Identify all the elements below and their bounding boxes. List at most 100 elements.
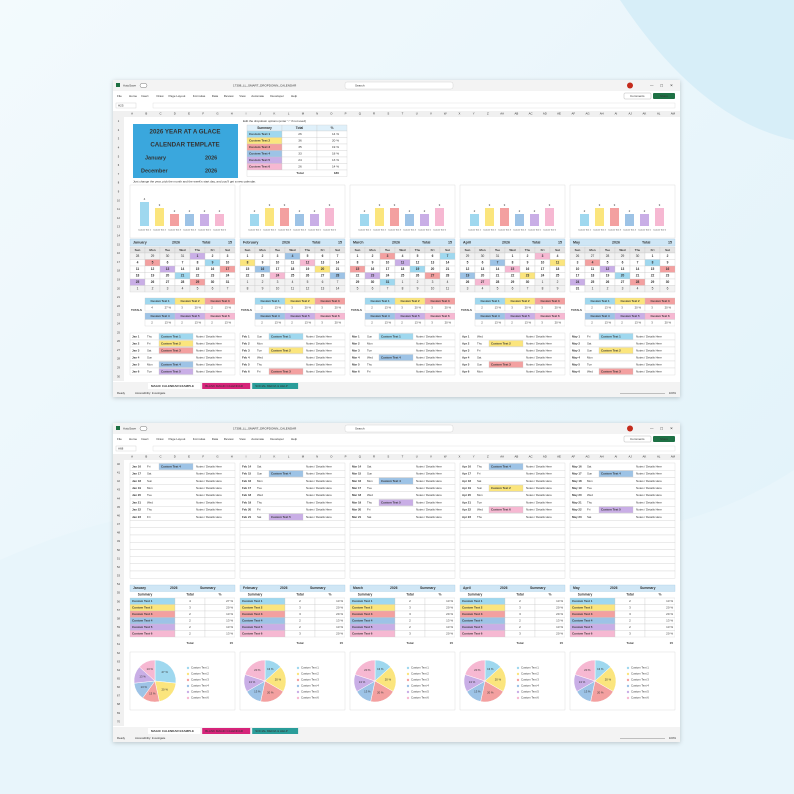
entry-tag[interactable]: Custom Text 2 — [601, 348, 621, 352]
calendar-day[interactable]: 1 — [542, 280, 544, 284]
column-header[interactable]: G — [216, 455, 218, 459]
entry-tag[interactable]: Custom Text 1 — [271, 334, 291, 338]
calendar-day[interactable]: 5 — [497, 287, 499, 291]
row-header[interactable]: 43 — [117, 488, 120, 492]
row-header[interactable]: 27 — [117, 348, 120, 352]
column-header[interactable]: X — [458, 455, 460, 459]
calendar-day[interactable]: 20 — [166, 274, 170, 278]
calendar-day[interactable]: 2 — [607, 287, 609, 291]
zoom-level[interactable]: 100% — [669, 736, 677, 740]
calendar-day[interactable]: 28 — [636, 280, 640, 284]
menu-item[interactable]: View — [239, 437, 246, 441]
row-header[interactable]: 51 — [117, 556, 120, 560]
calendar-day[interactable]: 7 — [497, 261, 499, 265]
menu-item[interactable]: Formulas — [193, 437, 206, 441]
entry-tag[interactable]: Custom Text 3 — [601, 369, 621, 373]
calendar-day[interactable]: 29 — [196, 280, 200, 284]
row-header[interactable]: 23 — [117, 313, 120, 317]
calendar-day[interactable]: 1 — [247, 254, 249, 258]
row-header[interactable]: 15 — [117, 242, 120, 246]
calendar-day[interactable]: 7 — [337, 280, 339, 284]
column-header[interactable]: AK — [643, 112, 647, 116]
window-control[interactable]: — — [650, 426, 654, 430]
calendar-day[interactable]: 16 — [666, 267, 670, 271]
column-header[interactable]: K — [273, 455, 275, 459]
row-header[interactable]: 5 — [118, 154, 120, 158]
calendar-day[interactable]: 25 — [136, 280, 140, 284]
calendar-day[interactable]: 8 — [652, 261, 654, 265]
calendar-day[interactable]: 4 — [447, 280, 449, 284]
column-header[interactable]: AJ — [629, 455, 633, 459]
column-header[interactable]: AB — [514, 112, 518, 116]
calendar-day[interactable]: 5 — [607, 261, 609, 265]
calendar-day[interactable]: 24 — [276, 274, 280, 278]
calendar-day[interactable]: 22 — [246, 274, 250, 278]
calendar-day[interactable]: 29 — [511, 280, 515, 284]
accessibility-status[interactable]: Accessibility: Investigate — [135, 736, 166, 740]
entry-tag[interactable]: Custom Text 2 — [491, 486, 511, 490]
column-header[interactable]: AM — [671, 112, 676, 116]
row-header[interactable]: 60 — [117, 634, 120, 638]
column-header[interactable]: U — [416, 112, 418, 116]
calendar-day[interactable]: 19 — [151, 274, 155, 278]
row-header[interactable]: 65 — [117, 676, 120, 680]
calendar-day[interactable]: 10 — [226, 261, 230, 265]
comments-label[interactable]: Comments — [630, 437, 645, 441]
calendar-day[interactable]: 11 — [591, 267, 595, 271]
calendar-day[interactable]: 3 — [227, 254, 229, 258]
column-header[interactable]: M — [302, 112, 305, 116]
menu-item[interactable]: File — [117, 94, 122, 98]
calendar-day[interactable]: 6 — [322, 254, 324, 258]
calendar-day[interactable]: 15 — [246, 267, 250, 271]
entry-tag[interactable]: Custom Text 2 — [491, 341, 511, 345]
calendar-day[interactable]: 23 — [261, 274, 265, 278]
calendar-day[interactable]: 1 — [402, 280, 404, 284]
menu-item[interactable]: Help — [291, 94, 298, 98]
end-month[interactable]: December — [141, 168, 168, 174]
calendar-day[interactable]: 17 — [541, 267, 545, 271]
column-header[interactable]: D — [174, 455, 176, 459]
column-header[interactable]: U — [416, 455, 418, 459]
calendar-day[interactable]: 9 — [262, 287, 264, 291]
sheet-tab-label[interactable]: MAGIC CALENDAR EXAMPLE — [151, 384, 194, 388]
column-header[interactable]: N — [316, 455, 318, 459]
calendar-day[interactable]: 27 — [431, 274, 435, 278]
row-header[interactable]: 4 — [118, 145, 120, 149]
end-year[interactable]: 2026 — [205, 168, 217, 174]
column-header[interactable]: J — [259, 112, 261, 116]
calendar-day[interactable]: 4 — [137, 261, 139, 265]
calendar-day[interactable]: 12 — [606, 267, 610, 271]
calendar-day[interactable]: 6 — [482, 261, 484, 265]
calendar-day[interactable]: 7 — [227, 287, 229, 291]
column-header[interactable]: P — [345, 455, 347, 459]
calendar-day[interactable]: 11 — [401, 261, 405, 265]
calendar-day[interactable]: 1 — [592, 287, 594, 291]
start-month[interactable]: January — [145, 155, 167, 161]
calendar-day[interactable]: 5 — [652, 287, 654, 291]
calendar-day[interactable]: 10 — [386, 261, 390, 265]
calendar-day[interactable]: 9 — [262, 261, 264, 265]
comments-button[interactable] — [623, 92, 652, 100]
calendar-day[interactable]: 13 — [431, 261, 435, 265]
calendar-day[interactable]: 2 — [527, 254, 529, 258]
calendar-day[interactable]: 28 — [606, 254, 610, 258]
calendar-day[interactable]: 31 — [496, 254, 500, 258]
calendar-day[interactable]: 20 — [321, 267, 325, 271]
calendar-day[interactable]: 26 — [466, 280, 470, 284]
name-box[interactable] — [115, 445, 137, 452]
column-header[interactable]: K — [273, 112, 275, 116]
row-header[interactable]: 8 — [118, 181, 120, 185]
row-header[interactable]: 47 — [117, 522, 120, 526]
column-header[interactable]: AL — [657, 455, 661, 459]
row-header[interactable]: 1 — [118, 119, 120, 123]
formula-bar[interactable] — [152, 102, 676, 109]
row-header[interactable]: 40 — [117, 462, 120, 466]
column-header[interactable]: J — [259, 455, 261, 459]
column-header[interactable]: T — [402, 112, 404, 116]
column-header[interactable]: S — [387, 455, 389, 459]
calendar-day[interactable]: 3 — [387, 254, 389, 258]
calendar-day[interactable]: 8 — [247, 261, 249, 265]
row-header[interactable]: 50 — [117, 548, 120, 552]
calendar-day[interactable]: 8 — [197, 261, 199, 265]
calendar-day[interactable]: 12 — [306, 261, 310, 265]
